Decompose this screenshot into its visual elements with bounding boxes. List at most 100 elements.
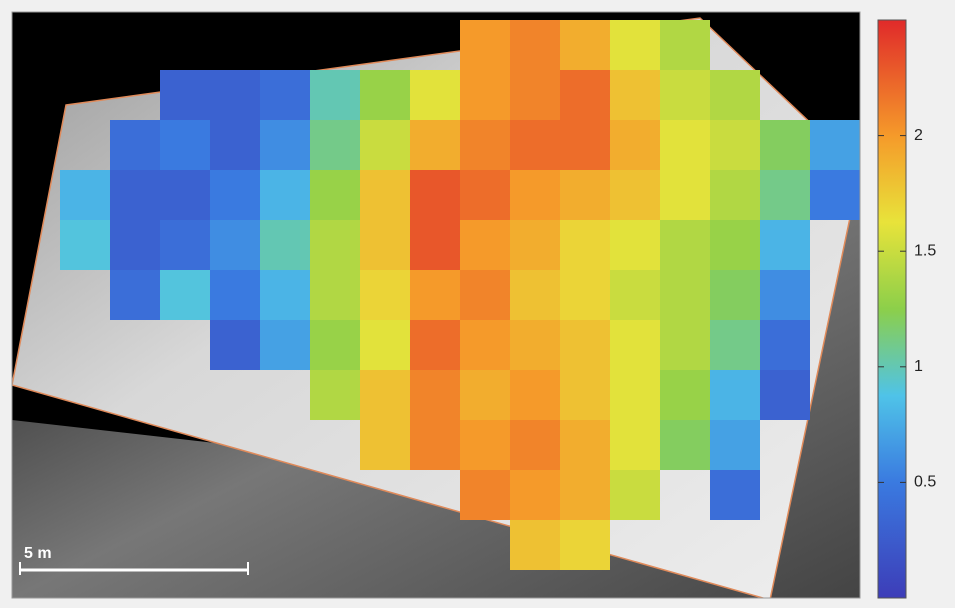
heat-cell: [710, 120, 760, 170]
image-area: [12, 12, 860, 600]
heat-cell: [460, 270, 510, 320]
heat-cell: [160, 220, 210, 270]
heat-cell: [410, 370, 460, 420]
heat-cell: [260, 270, 310, 320]
heat-cell: [710, 220, 760, 270]
heat-cell: [460, 120, 510, 170]
heat-cell: [260, 220, 310, 270]
heat-cell: [310, 170, 360, 220]
heat-cell: [160, 70, 210, 120]
heat-cell: [510, 120, 560, 170]
figure: 5 m 0.511.52: [0, 0, 955, 608]
heat-cell: [460, 20, 510, 70]
colorbar-tick-label: 2: [914, 127, 923, 144]
heat-cell: [110, 220, 160, 270]
heat-cell: [260, 320, 310, 370]
heat-cell: [660, 370, 710, 420]
heat-cell: [260, 120, 310, 170]
heat-cell: [360, 120, 410, 170]
heat-cell: [710, 170, 760, 220]
heat-cell: [560, 170, 610, 220]
heat-cell: [510, 370, 560, 420]
heat-cell: [310, 70, 360, 120]
heat-cell: [510, 520, 560, 570]
heat-cell: [660, 20, 710, 70]
heat-cell: [560, 20, 610, 70]
heat-cell: [560, 70, 610, 120]
heat-cell: [610, 320, 660, 370]
heat-cell: [560, 270, 610, 320]
heat-cell: [210, 120, 260, 170]
heat-cell: [260, 170, 310, 220]
heat-cell: [510, 320, 560, 370]
heat-cell: [610, 120, 660, 170]
heat-cell: [560, 320, 610, 370]
heat-cell: [310, 220, 360, 270]
heat-cell: [710, 270, 760, 320]
heat-cell: [460, 420, 510, 470]
heat-cell: [660, 170, 710, 220]
heat-cell: [110, 270, 160, 320]
heat-cell: [360, 320, 410, 370]
heat-cell: [760, 170, 810, 220]
scale-bar-label: 5 m: [24, 545, 52, 562]
heat-cell: [310, 370, 360, 420]
heat-cell: [60, 170, 110, 220]
heat-cell: [760, 270, 810, 320]
heat-cell: [410, 270, 460, 320]
heat-cell: [210, 220, 260, 270]
heat-cell: [160, 170, 210, 220]
heat-cell: [210, 270, 260, 320]
heat-cell: [660, 420, 710, 470]
heat-cell: [610, 470, 660, 520]
heat-cell: [360, 220, 410, 270]
heat-cell: [610, 220, 660, 270]
heat-cell: [460, 470, 510, 520]
heat-cell: [460, 220, 510, 270]
page: 5 m 0.511.52 (() => { const data = JSON.…: [0, 0, 955, 608]
heat-cell: [460, 70, 510, 120]
heat-cell: [610, 420, 660, 470]
heat-cell: [260, 70, 310, 120]
heat-cell: [510, 220, 560, 270]
heat-cell: [510, 70, 560, 120]
heat-cell: [110, 170, 160, 220]
heat-cell: [60, 220, 110, 270]
heat-cell: [360, 420, 410, 470]
heat-cell: [560, 420, 610, 470]
heat-cell: [410, 170, 460, 220]
heat-cell: [210, 320, 260, 370]
heat-cell: [510, 170, 560, 220]
heat-cell: [360, 370, 410, 420]
heat-cell: [810, 120, 860, 170]
heat-cell: [660, 320, 710, 370]
heat-cell: [710, 70, 760, 120]
heat-cell: [610, 170, 660, 220]
heat-cell: [410, 70, 460, 120]
heat-cell: [610, 370, 660, 420]
heat-cell: [460, 170, 510, 220]
heat-cell: [410, 120, 460, 170]
heat-cell: [510, 20, 560, 70]
heat-cell: [760, 370, 810, 420]
heat-cell: [310, 120, 360, 170]
heat-cell: [560, 370, 610, 420]
heat-cell: [710, 320, 760, 370]
heat-cell: [210, 170, 260, 220]
colorbar-tick-label: 1: [914, 358, 923, 375]
heat-cell: [810, 170, 860, 220]
heat-cell: [360, 170, 410, 220]
heat-cell: [410, 320, 460, 370]
heat-cell: [560, 220, 610, 270]
heat-cell: [310, 320, 360, 370]
heat-cell: [310, 270, 360, 320]
heat-cell: [410, 420, 460, 470]
heat-cell: [610, 20, 660, 70]
heat-cell: [660, 270, 710, 320]
heat-cell: [560, 470, 610, 520]
heat-cell: [610, 70, 660, 120]
heat-cell: [560, 120, 610, 170]
heat-cell: [710, 370, 760, 420]
heat-cell: [410, 220, 460, 270]
heat-cell: [610, 270, 660, 320]
